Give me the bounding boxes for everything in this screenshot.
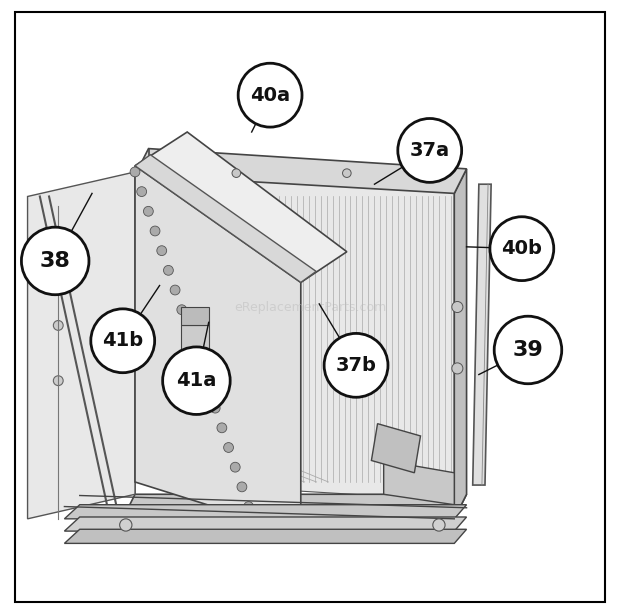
Polygon shape — [135, 155, 316, 282]
Polygon shape — [181, 325, 209, 350]
Circle shape — [53, 321, 63, 330]
Circle shape — [162, 347, 230, 414]
Circle shape — [217, 423, 227, 433]
Circle shape — [210, 403, 220, 413]
Polygon shape — [27, 172, 135, 519]
Circle shape — [53, 376, 63, 386]
Circle shape — [190, 344, 200, 354]
Text: 37b: 37b — [335, 356, 376, 375]
Circle shape — [53, 271, 63, 281]
Circle shape — [433, 519, 445, 531]
Polygon shape — [135, 166, 301, 534]
Circle shape — [177, 305, 187, 314]
Polygon shape — [64, 505, 467, 519]
Polygon shape — [454, 169, 467, 519]
Circle shape — [22, 227, 89, 295]
Circle shape — [91, 309, 154, 373]
Polygon shape — [64, 517, 467, 531]
Text: 38: 38 — [40, 251, 71, 271]
Circle shape — [342, 169, 351, 177]
Polygon shape — [123, 494, 467, 519]
Text: eReplacementParts.com: eReplacementParts.com — [234, 300, 386, 314]
Circle shape — [120, 519, 132, 531]
Circle shape — [230, 462, 240, 472]
Polygon shape — [371, 424, 420, 473]
Circle shape — [164, 265, 174, 275]
Circle shape — [232, 169, 241, 177]
Polygon shape — [135, 149, 467, 193]
Circle shape — [170, 285, 180, 295]
Circle shape — [137, 187, 146, 196]
Circle shape — [452, 301, 463, 313]
Circle shape — [490, 217, 554, 281]
Circle shape — [398, 119, 462, 182]
Polygon shape — [64, 529, 467, 543]
Circle shape — [224, 443, 234, 453]
Text: 41b: 41b — [102, 332, 143, 350]
Circle shape — [238, 63, 302, 127]
Circle shape — [452, 363, 463, 374]
Circle shape — [184, 324, 193, 334]
Text: 37a: 37a — [410, 141, 449, 160]
Circle shape — [197, 364, 206, 374]
Polygon shape — [472, 184, 491, 485]
Circle shape — [324, 333, 388, 397]
Text: 39: 39 — [513, 340, 543, 360]
Circle shape — [494, 316, 562, 384]
Text: 40a: 40a — [250, 86, 290, 104]
Polygon shape — [384, 460, 454, 505]
Circle shape — [244, 502, 254, 511]
Circle shape — [157, 246, 167, 255]
Circle shape — [203, 384, 213, 394]
Circle shape — [130, 167, 140, 177]
Text: 40b: 40b — [502, 239, 542, 258]
Circle shape — [143, 206, 153, 216]
Polygon shape — [181, 307, 209, 325]
Circle shape — [237, 482, 247, 492]
Circle shape — [150, 226, 160, 236]
Polygon shape — [135, 132, 347, 282]
Text: 41a: 41a — [176, 371, 216, 390]
Polygon shape — [149, 166, 454, 500]
